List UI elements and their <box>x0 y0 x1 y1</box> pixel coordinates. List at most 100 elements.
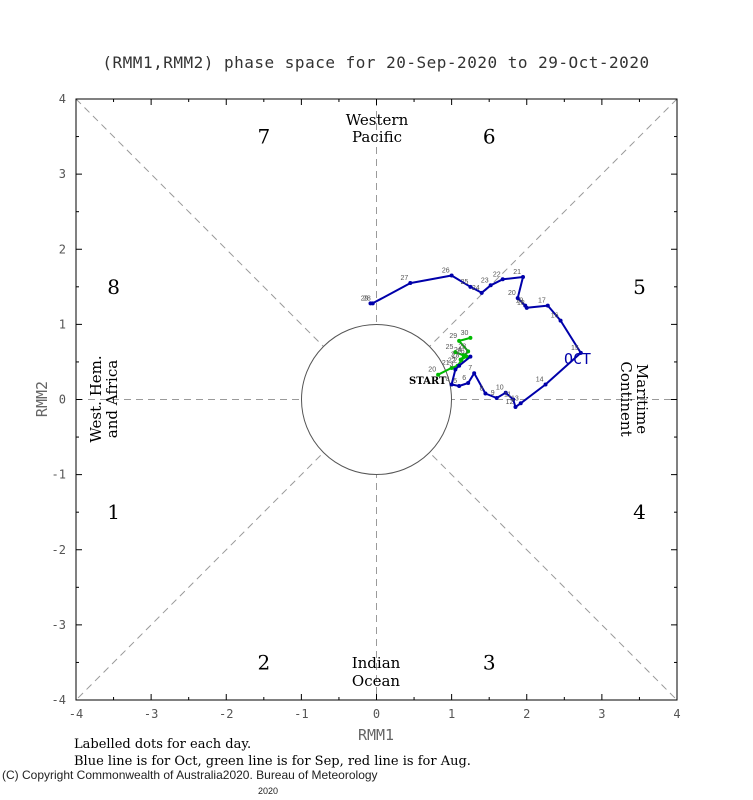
day-dot <box>468 335 473 340</box>
day-label: 3 <box>449 361 453 368</box>
x-tick-label: 2 <box>523 707 530 721</box>
day-label: 24 <box>472 285 480 292</box>
day-label: 22 <box>493 271 501 278</box>
day-dot <box>488 283 493 288</box>
day-dot <box>466 349 471 354</box>
y-tick-label: 3 <box>59 167 66 181</box>
day-dot <box>515 296 520 301</box>
day-dot <box>458 357 463 362</box>
day-label: 26 <box>442 268 450 275</box>
region-west-pacific-line1: Western <box>346 111 409 129</box>
y-tick-labels: -4 -3 -2 -1 0 1 2 3 4 <box>52 92 66 707</box>
x-tick-labels: -4 -3 -2 -1 0 1 2 3 4 <box>69 707 681 721</box>
copyright-year-small: 2020 <box>258 786 278 796</box>
y-axis-label: RMM2 <box>33 381 51 417</box>
region-maritime-line2: Continent <box>617 361 635 436</box>
day-label: 4 <box>446 376 450 383</box>
phase-number-1: 1 <box>107 500 120 524</box>
day-dot <box>543 382 548 387</box>
day-label: 16 <box>551 313 559 320</box>
day-label: 28 <box>363 295 371 302</box>
day-label: 20 <box>428 367 436 374</box>
day-label: 23 <box>452 352 460 359</box>
phase-number-4: 4 <box>633 500 646 524</box>
day-label: 24 <box>454 347 462 354</box>
day-dot <box>500 277 505 282</box>
day-dot <box>457 363 462 368</box>
day-dot <box>436 372 441 377</box>
day-label: 8 <box>480 385 484 392</box>
day-label: 22 <box>448 358 456 365</box>
footnote-dots: Labelled dots for each day. <box>74 737 251 752</box>
day-label: 14 <box>536 376 544 383</box>
y-tick-label: 1 <box>59 317 66 331</box>
day-dot <box>483 391 488 396</box>
day-dot <box>518 401 523 406</box>
day-label: 18 <box>517 300 525 307</box>
y-tick-label: 4 <box>59 92 66 106</box>
day-label: 29 <box>449 333 457 340</box>
day-dot <box>479 290 484 295</box>
day-dot <box>545 303 550 308</box>
month-label-oct: OCT <box>564 350 591 368</box>
day-dot <box>457 383 462 388</box>
day-dot <box>453 367 458 372</box>
phase-number-7: 7 <box>257 125 270 149</box>
day-dot <box>558 318 563 323</box>
y-tick-label: -4 <box>52 693 66 707</box>
day-dot <box>513 405 518 410</box>
day-dot <box>511 397 516 402</box>
day-label: 11 <box>504 392 511 399</box>
day-label: 7 <box>468 365 472 372</box>
day-dot <box>466 380 471 385</box>
axis-ticks <box>75 98 678 701</box>
day-label: 21 <box>442 360 450 367</box>
x-axis-label: RMM1 <box>358 726 394 744</box>
phase-number-6: 6 <box>483 125 496 149</box>
day-dot <box>461 353 466 358</box>
x-tick-label: -4 <box>69 707 83 721</box>
day-dot <box>408 281 413 286</box>
unit-circle <box>301 324 452 475</box>
x-tick-label: 1 <box>448 707 455 721</box>
y-tick-label: -1 <box>52 468 66 482</box>
x-tick-label: -3 <box>144 707 158 721</box>
day-dot <box>578 350 583 355</box>
day-label: 9 <box>491 390 495 397</box>
phase-number-5: 5 <box>633 275 646 299</box>
chart-title: (RMM1,RMM2) phase space for 20-Sep-2020 … <box>102 53 649 72</box>
region-indian-ocean-line2: Ocean <box>352 672 401 690</box>
day-dot <box>472 371 477 376</box>
day-dot <box>449 365 454 370</box>
x-tick-label: 3 <box>598 707 605 721</box>
region-west-hem-line1: West. Hem. <box>87 355 105 442</box>
day-label: 1 <box>465 349 469 356</box>
day-label: 25 <box>461 279 469 286</box>
day-label: 10 <box>496 385 504 392</box>
day-label: 13 <box>511 395 519 402</box>
copyright-year: 2020 <box>223 768 250 782</box>
plot-area <box>75 98 678 701</box>
day-label: 21 <box>513 269 521 276</box>
day-label: 28 <box>458 343 466 350</box>
day-dot <box>520 275 525 280</box>
day-label: 15 <box>571 345 579 352</box>
day-dot <box>449 382 454 387</box>
day-label: 23 <box>481 277 489 284</box>
day-dot <box>368 301 373 306</box>
day-label: 2 <box>453 358 457 365</box>
y-tick-label: -2 <box>52 543 66 557</box>
day-dot <box>468 284 473 289</box>
region-indian-ocean-line1: Indian <box>352 654 401 672</box>
day-dot <box>523 303 528 308</box>
day-dot <box>449 273 454 278</box>
day-dot <box>503 390 508 395</box>
y-tick-label: 0 <box>59 393 66 407</box>
day-label: 12 <box>506 399 514 406</box>
phase-number-8: 8 <box>107 275 120 299</box>
day-label: 27 <box>451 352 459 359</box>
x-tick-label: 0 <box>373 707 380 721</box>
